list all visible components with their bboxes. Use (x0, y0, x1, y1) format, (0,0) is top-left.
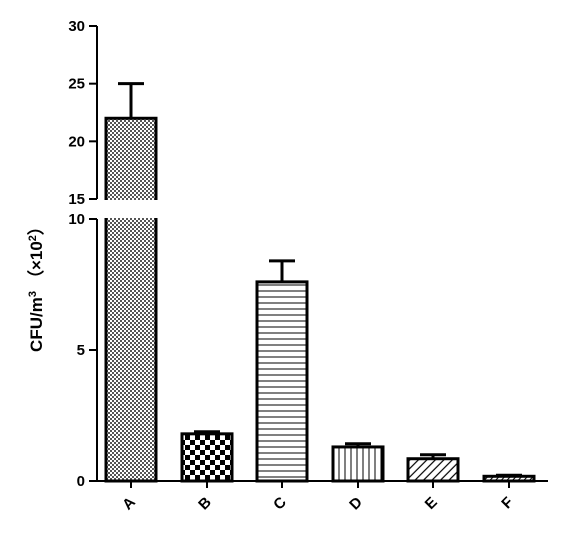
y-tick-label-25: 25 (68, 76, 85, 93)
bar-F (482, 474, 536, 483)
bars (94, 82, 536, 483)
y-axis-title: CFU/m3 （×102） (26, 218, 46, 352)
ylabel-close: ） (26, 218, 46, 235)
y-tick-label-20: 20 (68, 133, 85, 150)
axis-break-gap (94, 200, 160, 218)
bar-E (406, 457, 460, 483)
ylabel-factor: （×10 (26, 241, 46, 287)
bar-B (180, 432, 234, 483)
ylabel-sup: 3 (27, 291, 39, 297)
x-tick-label-B: B (195, 494, 215, 514)
y-tick-label-0: 0 (77, 473, 85, 490)
bar-C (255, 280, 309, 483)
y-tick-label-15: 15 (68, 191, 85, 208)
x-tick-label-E: E (422, 494, 441, 513)
bar-A (104, 116, 158, 483)
y-tick-label-30: 30 (68, 18, 85, 35)
x-tick-label-F: F (498, 494, 517, 513)
y-tick-label-5: 5 (77, 342, 85, 359)
x-tick-label-D: D (346, 494, 366, 514)
ylabel-factor-sup: 2 (27, 235, 39, 241)
x-axis: A B C D E F (97, 480, 548, 514)
x-tick-label-A: A (119, 494, 139, 514)
y-tick-label-10: 10 (68, 211, 85, 228)
y-axis: 0 5 10 15 20 25 30 (68, 18, 98, 490)
x-tick-label-C: C (270, 494, 290, 514)
ylabel-text: CFU/m (27, 297, 46, 352)
bar-D (331, 445, 385, 483)
